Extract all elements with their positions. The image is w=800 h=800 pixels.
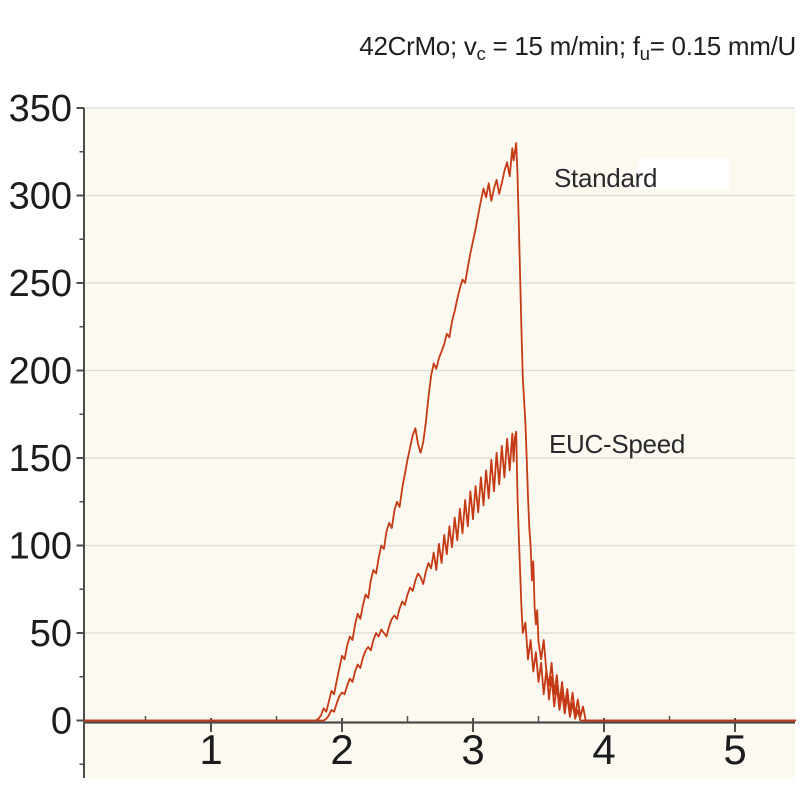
x-tick-label: 3 bbox=[461, 726, 484, 773]
title-subscript: c bbox=[476, 43, 486, 65]
x-tick-label: 1 bbox=[199, 726, 222, 773]
y-tick-label: 350 bbox=[9, 88, 72, 130]
title-text: = 0.15 mm/U bbox=[649, 31, 797, 61]
x-tick-label: 5 bbox=[723, 726, 746, 773]
y-tick-label: 50 bbox=[30, 613, 72, 655]
title-text: 42CrMo; v bbox=[359, 31, 477, 61]
series-curve-standard bbox=[84, 142, 797, 722]
title-subscript: u bbox=[639, 43, 650, 65]
series-label-standard: Standard bbox=[554, 163, 658, 193]
label-background-patch bbox=[638, 158, 730, 190]
plot-background bbox=[84, 108, 795, 778]
series-label-euc-speed: EUC-Speed bbox=[549, 429, 686, 459]
y-tick-label: 150 bbox=[9, 438, 72, 480]
y-tick-label: 250 bbox=[9, 263, 72, 305]
x-tick-label: 2 bbox=[330, 726, 353, 773]
y-tick-label: 200 bbox=[9, 351, 72, 393]
y-tick-label: 100 bbox=[9, 526, 72, 568]
chart-title: 42CrMo; vc = 15 m/min; fu= 0.15 mm/U bbox=[359, 31, 796, 65]
y-tick-label: 0 bbox=[51, 701, 72, 743]
series-curve-euc-speed bbox=[84, 430, 797, 722]
y-tick-label: 300 bbox=[9, 176, 72, 218]
x-tick-label: 4 bbox=[592, 726, 615, 773]
title-text: = 15 m/min; f bbox=[485, 31, 640, 61]
